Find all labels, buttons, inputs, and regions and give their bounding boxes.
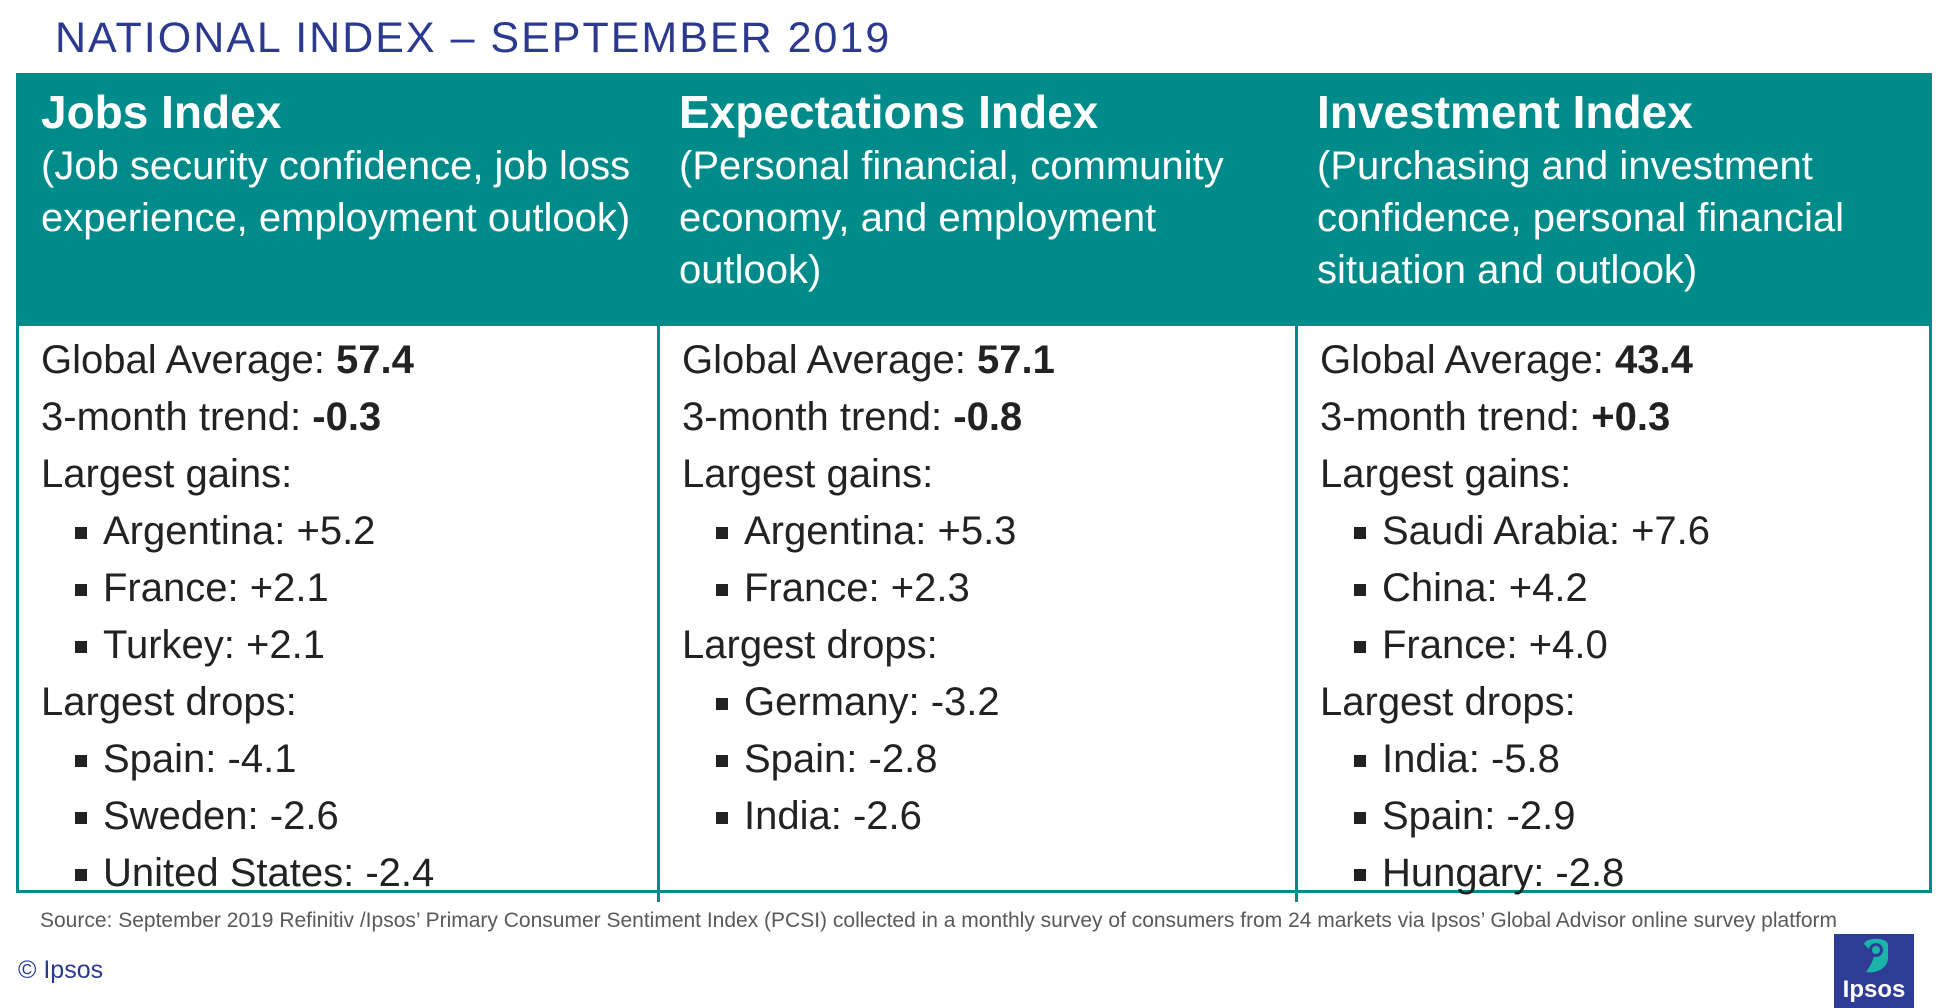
- global-average-value: 57.4: [336, 338, 414, 382]
- trend-value: -0.3: [312, 395, 382, 439]
- jobs-index-description: (Job security confidence, job loss exper…: [41, 144, 631, 240]
- list-item: Germany: -3.2: [682, 674, 1273, 731]
- largest-drops-list: Spain: -4.1 Sweden: -2.6 United States: …: [41, 731, 635, 902]
- largest-drops-label: Largest drops:: [1320, 680, 1576, 724]
- largest-drops-label: Largest drops:: [682, 623, 938, 667]
- ipsos-logo-icon: [1864, 938, 1888, 973]
- index-table: Jobs Index (Job security confidence, job…: [16, 73, 1932, 902]
- list-item: France: +4.0: [1320, 617, 1907, 674]
- three-month-trend: 3-month trend: +0.3: [1320, 389, 1907, 446]
- trend-label: 3-month trend:: [41, 395, 313, 439]
- jobs-index-title: Jobs Index: [41, 86, 282, 138]
- list-item: Spain: -2.9: [1320, 788, 1907, 845]
- source-note: Source: September 2019 Refinitiv /Ipsos’…: [40, 909, 1838, 932]
- three-month-trend: 3-month trend: -0.3: [41, 389, 635, 446]
- largest-drops-label: Largest drops:: [41, 680, 297, 724]
- copyright: © Ipsos: [18, 956, 104, 984]
- investment-index-header: Investment Index (Purchasing and investm…: [1295, 76, 1929, 323]
- global-average-value: 43.4: [1615, 338, 1693, 382]
- global-average-label: Global Average:: [1320, 338, 1616, 382]
- expectations-index-description: (Personal financial, community economy, …: [679, 144, 1224, 292]
- investment-index-body: Global Average: 43.4 3-month trend: +0.3…: [1295, 323, 1929, 902]
- expectations-index-header: Expectations Index (Personal financial, …: [657, 76, 1295, 323]
- list-item: United States: -2.4: [41, 845, 635, 902]
- expectations-index-body: Global Average: 57.1 3-month trend: -0.8…: [657, 323, 1295, 902]
- page-title: NATIONAL INDEX – SEPTEMBER 2019: [55, 14, 892, 62]
- investment-index-description: (Purchasing and investment confidence, p…: [1317, 144, 1845, 292]
- investment-index-title: Investment Index: [1317, 86, 1693, 138]
- list-item: China: +4.2: [1320, 560, 1907, 617]
- list-item: Sweden: -2.6: [41, 788, 635, 845]
- list-item: France: +2.3: [682, 560, 1273, 617]
- trend-label: 3-month trend:: [682, 395, 954, 439]
- list-item: Hungary: -2.8: [1320, 845, 1907, 902]
- global-average: Global Average: 43.4: [1320, 332, 1907, 389]
- list-item: India: -5.8: [1320, 731, 1907, 788]
- expectations-index-title: Expectations Index: [679, 86, 1099, 138]
- list-item: Turkey: +2.1: [41, 617, 635, 674]
- list-item: Argentina: +5.2: [41, 503, 635, 560]
- trend-value: -0.8: [953, 395, 1023, 439]
- global-average: Global Average: 57.4: [41, 332, 635, 389]
- list-item: India: -2.6: [682, 788, 1273, 845]
- global-average-value: 57.1: [977, 338, 1055, 382]
- three-month-trend: 3-month trend: -0.8: [682, 389, 1273, 446]
- trend-value: +0.3: [1591, 395, 1671, 439]
- list-item: Spain: -4.1: [41, 731, 635, 788]
- largest-drops-list: Germany: -3.2 Spain: -2.8 India: -2.6: [682, 674, 1273, 845]
- list-item: Spain: -2.8: [682, 731, 1273, 788]
- list-item: Argentina: +5.3: [682, 503, 1273, 560]
- trend-label: 3-month trend:: [1320, 395, 1592, 439]
- largest-gains-list: Argentina: +5.2 France: +2.1 Turkey: +2.…: [41, 503, 635, 674]
- ipsos-logo-text: Ipsos: [1842, 976, 1906, 1003]
- ipsos-logo: Ipsos: [1834, 934, 1914, 1008]
- largest-gains-list: Saudi Arabia: +7.6 China: +4.2 France: +…: [1320, 503, 1907, 674]
- global-average-label: Global Average:: [682, 338, 978, 382]
- largest-gains-list: Argentina: +5.3 France: +2.3: [682, 503, 1273, 617]
- list-item: Saudi Arabia: +7.6: [1320, 503, 1907, 560]
- largest-gains-label: Largest gains:: [682, 452, 934, 496]
- largest-gains-label: Largest gains:: [1320, 452, 1572, 496]
- jobs-index-header: Jobs Index (Job security confidence, job…: [19, 76, 657, 323]
- largest-gains-label: Largest gains:: [41, 452, 293, 496]
- global-average: Global Average: 57.1: [682, 332, 1273, 389]
- largest-drops-list: India: -5.8 Spain: -2.9 Hungary: -2.8: [1320, 731, 1907, 902]
- global-average-label: Global Average:: [41, 338, 337, 382]
- list-item: France: +2.1: [41, 560, 635, 617]
- jobs-index-body: Global Average: 57.4 3-month trend: -0.3…: [19, 323, 657, 902]
